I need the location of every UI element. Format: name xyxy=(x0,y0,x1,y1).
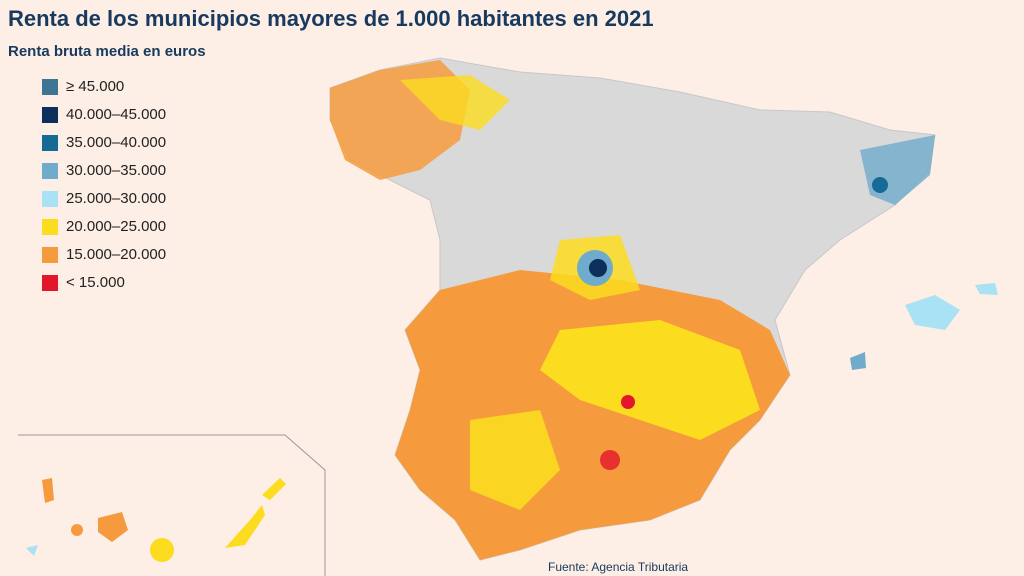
legend-swatch xyxy=(42,135,58,151)
island xyxy=(225,505,265,548)
region xyxy=(470,410,560,510)
peninsula-map xyxy=(329,57,998,561)
region xyxy=(540,320,760,440)
region xyxy=(872,177,888,193)
region xyxy=(589,259,607,277)
island xyxy=(905,295,960,330)
legend-swatch xyxy=(42,107,58,123)
island xyxy=(850,352,866,370)
region xyxy=(400,75,510,130)
legend-label: 30.000–35.000 xyxy=(66,162,166,179)
title: Renta de los municipios mayores de 1.000… xyxy=(8,6,654,31)
island xyxy=(150,538,174,562)
source: Fuente: Agencia Tributaria xyxy=(548,560,688,574)
legend-swatch xyxy=(42,275,58,291)
subtitle: Renta bruta media en euros xyxy=(8,43,206,60)
legend-swatch xyxy=(42,191,58,207)
legend-label: 35.000–40.000 xyxy=(66,134,166,151)
island xyxy=(98,512,128,542)
island xyxy=(975,283,998,295)
legend-label: ≥ 45.000 xyxy=(66,78,124,95)
legend-label: 20.000–25.000 xyxy=(66,218,166,235)
legend: ≥ 45.000 40.000–45.000 35.000–40.000 30.000… xyxy=(42,78,166,291)
legend-swatch xyxy=(42,163,58,179)
region xyxy=(600,450,620,470)
inset-border xyxy=(18,434,326,576)
region xyxy=(621,395,635,409)
legend-label: < 15.000 xyxy=(66,274,125,291)
legend-swatch xyxy=(42,219,58,235)
island xyxy=(26,545,38,556)
island xyxy=(262,478,286,500)
legend-label: 40.000–45.000 xyxy=(66,106,166,123)
legend-label: 15.000–20.000 xyxy=(66,246,166,263)
legend-label: 25.000–30.000 xyxy=(66,190,166,207)
canary-inset xyxy=(18,434,326,576)
legend-swatch xyxy=(42,79,58,95)
island xyxy=(71,524,83,536)
island xyxy=(42,478,54,503)
legend-swatch xyxy=(42,247,58,263)
